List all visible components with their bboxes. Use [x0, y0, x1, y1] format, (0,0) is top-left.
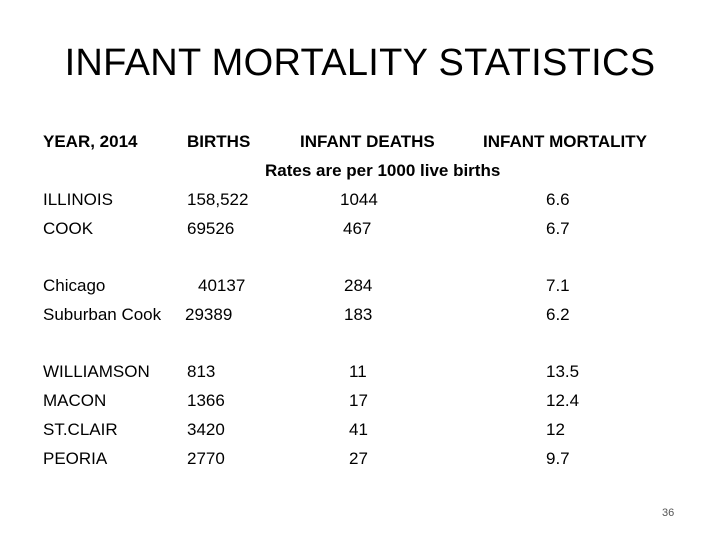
- row-rate: 12.4: [546, 391, 580, 410]
- row-name: WILLIAMSON: [43, 362, 150, 381]
- row-births: 2770: [187, 449, 225, 468]
- row-name: COOK: [43, 219, 94, 238]
- header-infant-deaths: INFANT DEATHS: [300, 132, 435, 151]
- row-births: 29389: [185, 305, 233, 324]
- row-births: 813: [187, 362, 216, 381]
- row-deaths: 467: [343, 219, 372, 238]
- row-name: ST.CLAIR: [43, 420, 118, 439]
- header-infant-mortality: INFANT MORTALITY: [483, 132, 647, 151]
- row-deaths: 41: [349, 420, 368, 439]
- header-births: BIRTHS: [187, 132, 251, 151]
- row-rate: 6.7: [546, 219, 570, 238]
- header-year: YEAR, 2014: [43, 132, 138, 151]
- row-deaths: 1044: [340, 190, 378, 209]
- row-births: 69526: [187, 219, 235, 238]
- row-name: ILLINOIS: [43, 190, 113, 209]
- row-rate: 7.1: [546, 276, 570, 295]
- row-deaths: 183: [344, 305, 373, 324]
- row-rate: 6.6: [546, 190, 570, 209]
- page-number: 36: [662, 507, 675, 519]
- row-name: Suburban Cook: [43, 305, 162, 324]
- row-rate: 6.2: [546, 305, 570, 324]
- row-rate: 13.5: [546, 362, 580, 381]
- row-births: 158,522: [187, 190, 249, 209]
- page-title: INFANT MORTALITY STATISTICS: [64, 42, 656, 84]
- row-rate: 12: [546, 420, 565, 439]
- row-deaths: 17: [349, 391, 368, 410]
- row-deaths: 11: [349, 362, 367, 381]
- row-rate: 9.7: [546, 449, 570, 468]
- rate-note: Rates are per 1000 live births: [265, 161, 501, 180]
- row-births: 3420: [187, 420, 225, 439]
- row-deaths: 284: [344, 276, 373, 295]
- row-name: PEORIA: [43, 449, 108, 468]
- row-births: 40137: [198, 276, 246, 295]
- row-deaths: 27: [349, 449, 368, 468]
- row-births: 1366: [187, 391, 225, 410]
- row-name: Chicago: [43, 276, 106, 295]
- row-name: MACON: [43, 391, 107, 410]
